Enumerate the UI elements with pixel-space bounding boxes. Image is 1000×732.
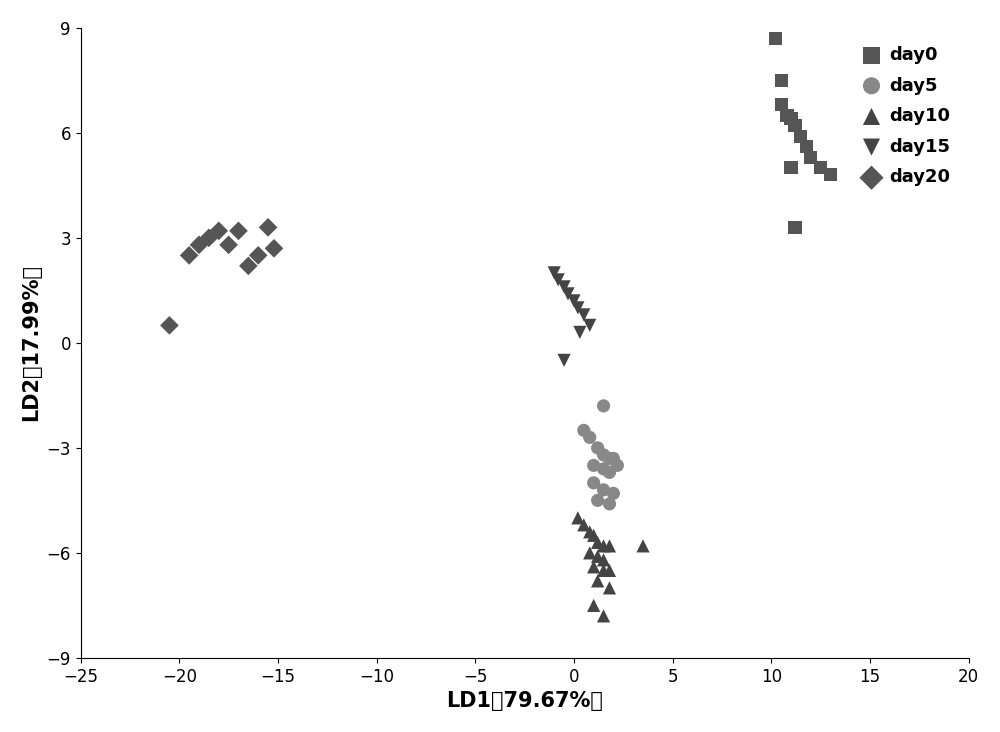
day10 <box>601 582 617 594</box>
day10 <box>570 512 586 523</box>
day10 <box>586 600 602 611</box>
day0 <box>783 162 799 173</box>
day5 <box>609 460 625 471</box>
day5 <box>605 488 621 499</box>
day20 <box>161 319 177 331</box>
day10 <box>596 554 612 566</box>
day5 <box>576 425 592 436</box>
day10 <box>582 526 598 538</box>
day5 <box>605 452 621 464</box>
Y-axis label: LD2（17.99%）: LD2（17.99%） <box>21 264 41 422</box>
day20 <box>221 239 237 250</box>
day0 <box>803 152 819 163</box>
day15 <box>560 288 576 299</box>
day0 <box>793 130 809 142</box>
day5 <box>601 466 617 478</box>
day15 <box>550 274 566 285</box>
day0 <box>799 141 815 153</box>
day10 <box>601 564 617 576</box>
day15 <box>582 319 598 331</box>
day20 <box>201 232 217 244</box>
day15 <box>566 295 582 307</box>
day10 <box>586 561 602 572</box>
day15 <box>556 281 572 293</box>
day0 <box>783 113 799 124</box>
day0 <box>779 110 795 122</box>
day15 <box>576 309 592 321</box>
day5 <box>596 400 612 411</box>
X-axis label: LD1（79.67%）: LD1（79.67%） <box>446 691 603 712</box>
day5 <box>582 431 598 443</box>
day20 <box>230 225 246 236</box>
day10 <box>590 575 606 587</box>
day5 <box>596 463 612 475</box>
day10 <box>586 529 602 541</box>
day20 <box>211 225 227 236</box>
day10 <box>582 547 598 559</box>
day0 <box>787 120 803 132</box>
day5 <box>590 442 606 454</box>
day15 <box>556 354 572 366</box>
day15 <box>570 302 586 314</box>
day15 <box>546 267 562 279</box>
day10 <box>576 519 592 531</box>
day0 <box>767 32 783 44</box>
day10 <box>590 537 606 548</box>
day20 <box>191 239 207 250</box>
day20 <box>266 242 282 254</box>
day10 <box>596 610 612 621</box>
day5 <box>586 477 602 489</box>
day0 <box>813 162 829 173</box>
day10 <box>590 550 606 562</box>
day10 <box>596 540 612 552</box>
day20 <box>260 222 276 234</box>
day0 <box>773 75 789 86</box>
day0 <box>773 99 789 111</box>
day5 <box>601 498 617 509</box>
day5 <box>590 495 606 507</box>
day0 <box>822 169 838 181</box>
day10 <box>601 540 617 552</box>
day5 <box>586 460 602 471</box>
day20 <box>181 250 197 261</box>
day10 <box>596 564 612 576</box>
day5 <box>596 449 612 460</box>
day20 <box>240 260 256 272</box>
day0 <box>787 222 803 234</box>
day20 <box>250 250 266 261</box>
day15 <box>572 326 588 338</box>
day5 <box>601 452 617 464</box>
day10 <box>635 540 651 552</box>
Legend: day0, day5, day10, day15, day20: day0, day5, day10, day15, day20 <box>853 37 960 195</box>
day5 <box>596 484 612 496</box>
